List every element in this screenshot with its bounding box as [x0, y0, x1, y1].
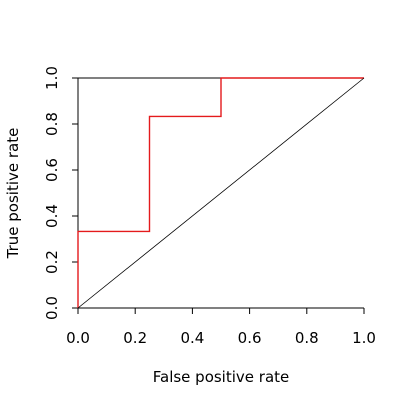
x-tick-label: 0.2: [123, 329, 147, 347]
y-tick-label: 1.0: [43, 66, 61, 90]
x-axis-label: False positive rate: [153, 368, 290, 386]
y-tick-label: 0.8: [43, 112, 61, 136]
diagonal-reference-line: [77, 77, 365, 309]
y-axis-label: True positive rate: [4, 128, 22, 260]
x-tick-label: 0.0: [66, 329, 90, 347]
x-tick-label: 0.8: [295, 329, 319, 347]
y-tick-label: 0.4: [43, 204, 61, 228]
x-tick-label: 0.6: [238, 329, 262, 347]
x-tick-label: 0.4: [180, 329, 204, 347]
y-tick-label: 0.0: [43, 296, 61, 320]
x-tick-label: 1.0: [352, 329, 376, 347]
axes-layer: 0.0 0.2 0.4 0.6 0.8 1.0 0.0 0.2 0.4 0.6 0.8 1.0: [43, 66, 376, 347]
y-tick-label: 0.6: [43, 158, 61, 182]
roc-curve-line: [77, 77, 364, 308]
y-tick-label: 0.2: [43, 250, 61, 274]
series-layer: [77, 77, 365, 309]
